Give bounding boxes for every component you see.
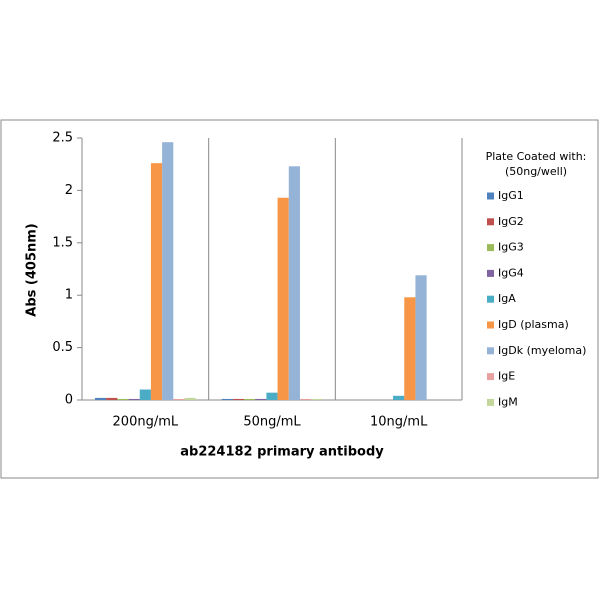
bar (106, 397, 118, 400)
bar (266, 392, 278, 400)
bar (117, 398, 129, 400)
bar (404, 297, 416, 400)
bar (244, 398, 256, 400)
legend-label: IgG1 (498, 189, 524, 202)
legend-title: Plate Coated with: (486, 150, 587, 163)
bar (221, 398, 233, 400)
bar (232, 398, 245, 400)
bar (311, 398, 323, 400)
bar (173, 398, 185, 400)
legend-label: IgM (498, 395, 518, 408)
legend-label: IgG3 (498, 241, 524, 254)
bar (393, 395, 405, 400)
legend-swatch (487, 398, 494, 406)
bar (150, 163, 163, 400)
legend-label: IgDk (myeloma) (498, 344, 586, 357)
legend-swatch (487, 218, 494, 226)
legend-swatch (487, 269, 494, 277)
bar (139, 389, 151, 400)
legend-label: IgG4 (498, 266, 524, 279)
legend-swatch (487, 192, 494, 200)
y-tick-label: 1 (65, 288, 73, 303)
legend-swatch (487, 373, 494, 381)
bar (255, 398, 267, 400)
y-axis-title: Abs (405nm) (25, 223, 40, 316)
bar (277, 197, 289, 400)
bar (184, 397, 196, 400)
legend-label: IgA (498, 292, 516, 305)
legend-title: (50ng/well) (505, 165, 567, 178)
legend-label: IgD (plasma) (498, 318, 569, 331)
bar (128, 398, 140, 400)
x-tick-label: 10ng/mL (370, 415, 428, 430)
legend-swatch (487, 321, 494, 329)
y-tick-label: 0.5 (52, 340, 73, 355)
legend-label: IgG2 (498, 215, 524, 228)
x-tick-label: 200ng/mL (113, 415, 179, 430)
y-tick-label: 2.5 (52, 131, 73, 146)
bar (288, 166, 300, 400)
x-tick-label: 50ng/mL (243, 415, 301, 430)
legend-label: IgE (498, 370, 515, 383)
y-tick-label: 0 (65, 393, 73, 408)
bar (95, 397, 107, 400)
legend-swatch (487, 347, 494, 355)
legend-swatch (487, 295, 494, 303)
x-axis-title: ab224182 primary antibody (180, 445, 384, 460)
bar (299, 398, 312, 400)
y-tick-label: 1.5 (52, 235, 73, 250)
bar (162, 142, 174, 400)
y-tick-label: 2 (65, 183, 73, 198)
bar (415, 275, 427, 400)
legend-swatch (487, 244, 494, 252)
